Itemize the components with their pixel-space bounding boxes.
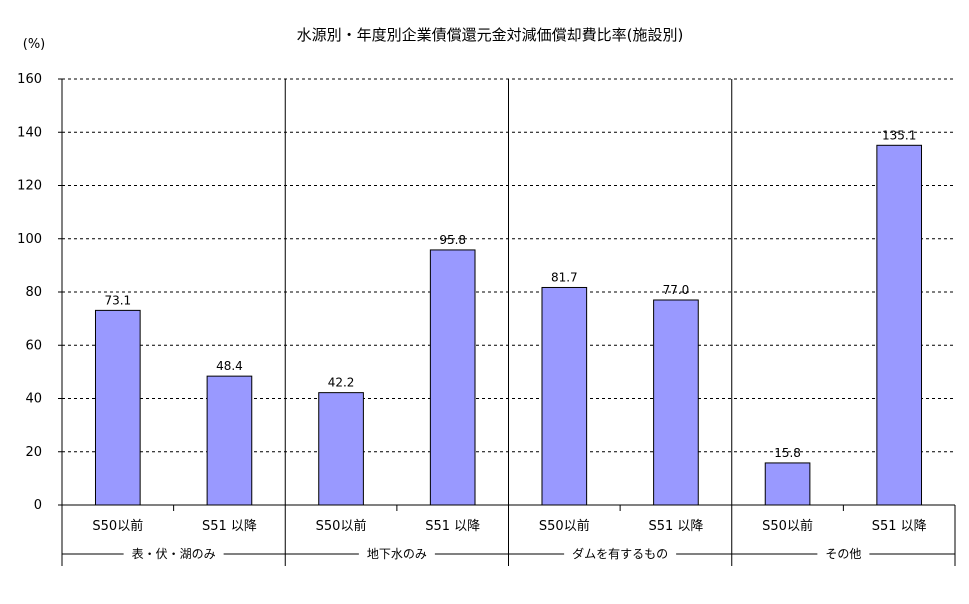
data-label: 73.1	[104, 293, 131, 307]
data-label: 48.4	[216, 359, 243, 373]
y-tick-label: 80	[25, 285, 42, 300]
chart-title: 水源別・年度別企業債償還元金対減価償却費比率(施設別)	[297, 26, 684, 44]
x-category-label: S51 以降	[872, 519, 927, 534]
bar	[429, 249, 476, 506]
data-label: 15.8	[774, 446, 801, 460]
x-category-label: S51 以降	[648, 519, 703, 534]
y-tick-label: 140	[17, 125, 42, 140]
bar	[541, 286, 588, 506]
y-tick-label: 100	[17, 232, 42, 247]
bar	[318, 392, 364, 506]
y-tick-label: 0	[34, 498, 42, 513]
bar	[206, 375, 253, 506]
x-category-label: S50以前	[92, 518, 143, 534]
data-label: 77.0	[663, 283, 690, 297]
bars: 73.1 48.4 42.2 95.8 81.7 77.0 15.8 135.1	[94, 128, 923, 506]
x-category-label: S51 以降	[425, 519, 480, 534]
bar	[94, 309, 141, 506]
data-label: 135.1	[882, 128, 916, 142]
group-label: 地下水のみ	[367, 547, 427, 561]
y-tick-label: 20	[25, 445, 42, 460]
data-label: 95.8	[439, 233, 466, 247]
y-axis-ticks: 0 20 40 60 80 100 120 140 160	[17, 72, 42, 513]
y-tick-label: 120	[17, 179, 42, 194]
bar	[764, 462, 811, 506]
data-label: 42.2	[328, 376, 355, 390]
bar	[876, 144, 923, 506]
x-category-label: S50以前	[316, 518, 367, 534]
y-axis-unit-label: (%)	[23, 37, 46, 52]
group-label: ダムを有するもの	[572, 546, 668, 561]
x-category-label: S51 以降	[202, 519, 257, 534]
data-label: 81.7	[551, 270, 578, 284]
x-category-label: S50以前	[539, 518, 590, 534]
bar	[653, 299, 699, 506]
group-label: その他	[825, 547, 861, 561]
y-tick-label: 60	[25, 338, 42, 353]
y-tick-label: 160	[17, 72, 42, 87]
x-category-label: S50以前	[762, 518, 813, 534]
y-tick-label: 40	[25, 392, 42, 407]
axes	[58, 78, 956, 566]
group-label: 表・伏・湖のみ	[132, 546, 216, 561]
